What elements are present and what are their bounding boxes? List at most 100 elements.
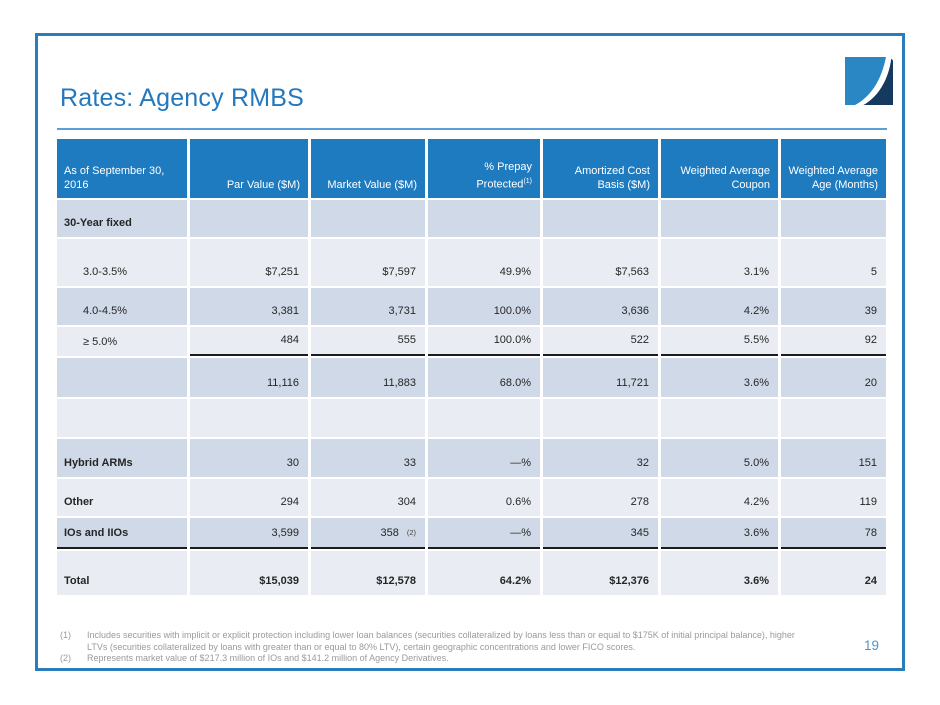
table-cell: 294 (190, 479, 308, 516)
table-cell: —% (428, 518, 540, 549)
row-label: 4.0-4.5% (57, 288, 187, 325)
table-cell: 4.2% (661, 479, 778, 516)
table-cell: 0.6% (428, 479, 540, 516)
table-cell: 555 (311, 327, 425, 356)
table-cell: 119 (781, 479, 886, 516)
table-cell (543, 200, 658, 237)
table-cell: 4.2% (661, 288, 778, 325)
table-cell: 5 (781, 239, 886, 286)
footnote-text: Includes securities with implicit or exp… (87, 630, 795, 652)
table-cell: 3.6% (661, 551, 778, 595)
table-body: 30-Year fixed 3.0-3.5% $7,251 $7,597 49.9% $7… (57, 200, 886, 595)
table-cell: $7,251 (190, 239, 308, 286)
row-label: ≥ 5.0% (57, 327, 187, 356)
table-row: Hybrid ARMs 30 33 —% 32 5.0% 151 (57, 439, 886, 477)
company-logo (845, 57, 893, 105)
table-cell: 3.1% (661, 239, 778, 286)
footnotes: (1) Includes securities with implicit or … (60, 630, 808, 665)
table-cell: 151 (781, 439, 886, 477)
table-cell: 3,636 (543, 288, 658, 325)
table-cell: 345 (543, 518, 658, 549)
header-row: As of September 30, 2016 Par Value ($M) Ma… (57, 139, 886, 198)
table-header: As of September 30, 2016 Par Value ($M) Ma… (57, 139, 886, 198)
row-label: Hybrid ARMs (57, 439, 187, 477)
table-cell: 3.6% (661, 518, 778, 549)
column-header: Amortized Cost Basis ($M) (543, 139, 658, 198)
table-row: 4.0-4.5% 3,381 3,731 100.0% 3,636 4.2% 39 (57, 288, 886, 325)
table-row: IOs and IIOs 3,599 358 (2) —% 345 3.6% 78 (57, 518, 886, 549)
rmbs-table: As of September 30, 2016 Par Value ($M) Ma… (57, 139, 888, 595)
table-cell: 49.9% (428, 239, 540, 286)
row-label: 3.0-3.5% (57, 239, 187, 286)
table-cell (543, 399, 658, 437)
table-cell: 100.0% (428, 288, 540, 325)
row-label: Other (57, 479, 187, 516)
table-cell: 3,381 (190, 288, 308, 325)
table-row: Other 294 304 0.6% 278 4.2% 119 (57, 479, 886, 516)
page-number: 19 (864, 638, 880, 653)
table-cell: 30 (190, 439, 308, 477)
table-cell: 11,883 (311, 358, 425, 397)
table-cell: 78 (781, 518, 886, 549)
table-cell: 3,599 (190, 518, 308, 549)
footnote-marker: (2) (60, 653, 71, 663)
table-cell: 32 (543, 439, 658, 477)
table-cell: 3.6% (661, 358, 778, 397)
table-row: 11,116 11,883 68.0% 11,721 3.6% 20 (57, 358, 886, 397)
table-cell: $12,376 (543, 551, 658, 595)
column-header: Weighted Average Coupon (661, 139, 778, 198)
page-title: Rates: Agency RMBS (60, 84, 304, 112)
table-cell (311, 399, 425, 437)
row-label (57, 399, 187, 437)
table-cell: 278 (543, 479, 658, 516)
table-cell: $12,578 (311, 551, 425, 595)
table-cell: 68.0% (428, 358, 540, 397)
table-cell: —% (428, 439, 540, 477)
table-cell: 64.2% (428, 551, 540, 595)
table-cell: 92 (781, 327, 886, 356)
table-row: 3.0-3.5% $7,251 $7,597 49.9% $7,563 3.1% 5 (57, 239, 886, 286)
table-cell: 358 (2) (311, 518, 425, 549)
table-cell (428, 200, 540, 237)
table-cell: 24 (781, 551, 886, 595)
rmbs-table-container: As of September 30, 2016 Par Value ($M) Ma… (57, 139, 888, 595)
column-header: Weighted Average Age (Months) (781, 139, 886, 198)
column-header: Market Value ($M) (311, 139, 425, 198)
row-label: 30-Year fixed (57, 200, 187, 237)
table-row: ≥ 5.0% 484 555 100.0% 522 5.5% 92 (57, 327, 886, 356)
table-cell (661, 200, 778, 237)
table-cell (781, 399, 886, 437)
footnote: (2) Represents market value of $217.3 mil… (60, 653, 808, 665)
row-label: IOs and IIOs (57, 518, 187, 549)
title-divider (57, 128, 887, 130)
footnote-reference: (2) (406, 528, 416, 537)
table-cell: $7,563 (543, 239, 658, 286)
row-label: Total (57, 551, 187, 595)
table-row: 30-Year fixed (57, 200, 886, 237)
table-cell: 304 (311, 479, 425, 516)
table-cell (661, 399, 778, 437)
table-cell: 3,731 (311, 288, 425, 325)
row-label (57, 358, 187, 397)
column-header: Par Value ($M) (190, 139, 308, 198)
footnote: (1) Includes securities with implicit or … (60, 630, 808, 653)
table-cell (190, 200, 308, 237)
table-cell (190, 399, 308, 437)
table-cell: $15,039 (190, 551, 308, 595)
table-cell: 100.0% (428, 327, 540, 356)
table-cell: 11,721 (543, 358, 658, 397)
footnote-marker: (1) (60, 630, 71, 640)
column-header: As of September 30, 2016 (57, 139, 187, 198)
footnote-text: Represents market value of $217.3 millio… (87, 653, 449, 663)
table-row: Total $15,039 $12,578 64.2% $12,376 3.6% 24 (57, 551, 886, 595)
table-cell: 5.0% (661, 439, 778, 477)
table-cell (428, 399, 540, 437)
table-cell (781, 200, 886, 237)
table-row (57, 399, 886, 437)
table-cell: 39 (781, 288, 886, 325)
table-cell: 484 (190, 327, 308, 356)
swoosh-logo-icon (845, 57, 893, 105)
table-cell: 33 (311, 439, 425, 477)
table-cell (311, 200, 425, 237)
